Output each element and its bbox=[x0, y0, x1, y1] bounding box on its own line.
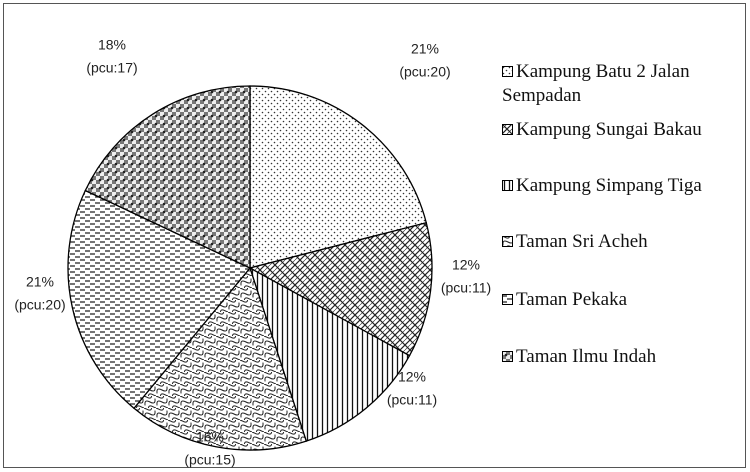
pie-slice bbox=[248, 266, 411, 442]
value-label: 18% bbox=[98, 37, 126, 53]
frame bbox=[3, 3, 746, 468]
legend-item: Kampung Sungai Bakau bbox=[502, 118, 742, 142]
legend-label: Kampung Sungai Bakau bbox=[516, 119, 702, 140]
legend-swatch bbox=[502, 174, 513, 191]
legend-swatch bbox=[502, 288, 513, 305]
legend-swatch bbox=[502, 230, 513, 247]
legend-swatch bbox=[502, 60, 513, 77]
legend-item: Taman Sri Acheh bbox=[502, 230, 742, 254]
legend-label: Kampung Simpang Tiga bbox=[516, 175, 702, 196]
legend-label: Taman Pekaka bbox=[516, 289, 628, 310]
pie-slice bbox=[249, 85, 428, 269]
pcu-label: (pcu:20) bbox=[399, 64, 450, 80]
value-label: 12% bbox=[452, 257, 480, 273]
legend-item: Taman Ilmu Indah bbox=[502, 345, 742, 369]
pie-slice bbox=[84, 85, 251, 270]
legend-item: Kampung Batu 2 Jalan Sempadan bbox=[502, 60, 742, 108]
legend-swatch bbox=[502, 118, 513, 135]
pie-slice bbox=[67, 189, 252, 410]
legend-swatch bbox=[502, 345, 513, 362]
value-label: 21% bbox=[26, 274, 54, 290]
legend-item: Kampung Simpang Tiga bbox=[502, 174, 742, 198]
pcu-label: (pcu:15) bbox=[184, 452, 235, 468]
legend-label: Taman Ilmu Indah bbox=[516, 346, 657, 367]
legend-label: Taman Sri Acheh bbox=[516, 231, 648, 252]
pie-slice bbox=[248, 221, 433, 357]
value-label: 21% bbox=[411, 41, 439, 57]
pcu-label: (pcu:11) bbox=[441, 280, 491, 296]
pcu-label: (pcu:11) bbox=[387, 392, 437, 408]
value-label: 12% bbox=[398, 369, 426, 385]
pcu-label: (pcu:17) bbox=[86, 60, 137, 76]
value-label: 16% bbox=[196, 429, 224, 445]
legend-label: Kampung Batu 2 Jalan Sempadan bbox=[502, 61, 690, 106]
pcu-label: (pcu:20) bbox=[14, 297, 65, 313]
pie-slice bbox=[133, 266, 308, 451]
legend-item: Taman Pekaka bbox=[502, 288, 742, 312]
